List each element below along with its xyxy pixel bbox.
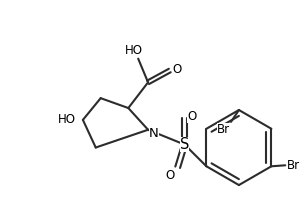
Text: O: O bbox=[172, 63, 181, 76]
Text: S: S bbox=[180, 137, 189, 152]
Text: N: N bbox=[149, 127, 159, 140]
Text: HO: HO bbox=[125, 44, 143, 57]
Text: Br: Br bbox=[286, 159, 300, 172]
Text: HO: HO bbox=[58, 113, 76, 126]
Text: O: O bbox=[187, 110, 196, 123]
Text: O: O bbox=[165, 169, 174, 182]
Text: Br: Br bbox=[217, 123, 230, 136]
